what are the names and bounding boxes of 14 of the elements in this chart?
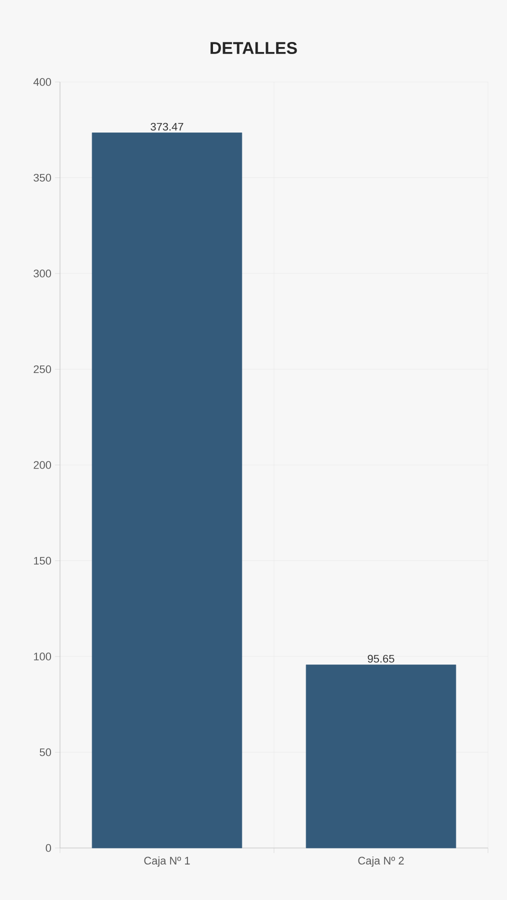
y-tick-label: 150 [34, 556, 52, 565]
y-tick-label: 0 [46, 844, 52, 852]
data-label: 373.47 [150, 122, 184, 131]
y-tick-label: 400 [33, 78, 52, 86]
x-tick-label: Caja Nº 2 [358, 856, 404, 867]
data-label: 95.65 [368, 654, 394, 663]
x-tick-label: Caja Nº 1 [144, 856, 190, 867]
y-tick-label: 200 [34, 461, 52, 469]
y-tick-label: 350 [34, 174, 52, 182]
y-tick-label: 100 [34, 652, 52, 660]
chart-title: DETALLES [210, 42, 297, 54]
y-tick-label: 50 [40, 748, 52, 756]
y-tick-label: 300 [34, 270, 52, 278]
y-tick-label: 250 [34, 365, 52, 374]
